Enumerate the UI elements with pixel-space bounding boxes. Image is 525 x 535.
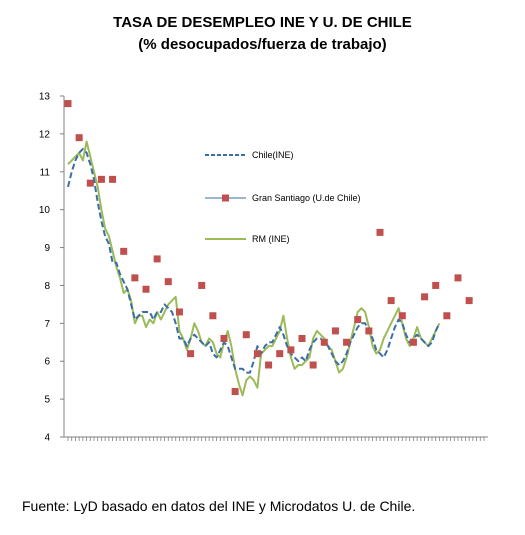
- data-point-gran-santiago: [242, 331, 250, 339]
- data-point-gran-santiago: [175, 308, 183, 316]
- data-point-gran-santiago: [398, 312, 406, 320]
- y-tick-label: 13: [39, 92, 51, 103]
- data-point-gran-santiago: [287, 346, 295, 354]
- data-point-gran-santiago: [265, 361, 273, 369]
- data-point-gran-santiago: [443, 312, 451, 320]
- data-point-gran-santiago: [298, 334, 306, 342]
- data-point-gran-santiago: [64, 100, 72, 108]
- data-point-gran-santiago: [387, 297, 395, 305]
- chart-subtitle: (% desocupados/fuerza de trabajo): [138, 36, 387, 53]
- data-point-gran-santiago: [120, 247, 128, 255]
- legend-label: Gran Santiago (U.de Chile): [252, 193, 361, 203]
- data-point-gran-santiago: [198, 281, 206, 289]
- data-point-gran-santiago: [164, 278, 172, 286]
- data-point-gran-santiago: [109, 175, 117, 183]
- y-tick-label: 10: [39, 205, 51, 216]
- data-point-gran-santiago: [276, 350, 284, 358]
- chart-axes: 4 5 6 7 8 9 10 11 12 13: [39, 92, 488, 444]
- data-point-gran-santiago: [153, 255, 161, 263]
- data-point-gran-santiago: [343, 338, 351, 346]
- y-tick-label: 8: [44, 281, 50, 292]
- legend-label: Chile(INE): [252, 150, 294, 160]
- data-point-gran-santiago: [465, 297, 473, 305]
- chart-series: [64, 100, 473, 397]
- y-tick-label: 7: [44, 319, 50, 330]
- data-point-gran-santiago: [409, 338, 417, 346]
- y-tick-label: 5: [44, 395, 50, 406]
- y-tick-label: 11: [40, 167, 51, 178]
- data-point-gran-santiago: [231, 388, 239, 396]
- data-point-gran-santiago: [421, 293, 429, 301]
- legend-swatch-marker-1: [222, 194, 229, 202]
- data-point-gran-santiago: [187, 350, 195, 358]
- legend-label: RM (INE): [252, 234, 290, 244]
- data-point-gran-santiago: [365, 327, 373, 335]
- y-tick-label: 9: [44, 243, 50, 254]
- data-point-gran-santiago: [454, 274, 462, 282]
- y-tick-label: 12: [39, 129, 51, 140]
- chart-title: TASA DE DESEMPLEO INE Y U. DE CHILE: [113, 14, 412, 31]
- y-tick-label: 4: [44, 433, 50, 444]
- data-point-gran-santiago: [209, 312, 217, 320]
- data-point-gran-santiago: [331, 327, 339, 335]
- data-point-gran-santiago: [376, 228, 384, 236]
- data-point-gran-santiago: [309, 361, 317, 369]
- y-tick-label: 6: [44, 357, 50, 368]
- data-point-gran-santiago: [220, 334, 228, 342]
- data-point-gran-santiago: [97, 175, 105, 183]
- data-point-gran-santiago: [354, 316, 362, 324]
- data-point-gran-santiago: [320, 338, 328, 346]
- data-point-gran-santiago: [75, 134, 83, 142]
- series-line-chile-ine-: [67, 148, 441, 374]
- data-point-gran-santiago: [253, 350, 261, 358]
- data-point-gran-santiago: [142, 285, 150, 293]
- source-note: Fuente: LyD basado en datos del INE y Mi…: [22, 498, 416, 514]
- chart-legend: Chile(INE) Gran Santiago (U.de Chile) RM (…: [205, 150, 361, 244]
- data-point-gran-santiago: [432, 281, 440, 289]
- data-point-gran-santiago: [86, 179, 94, 187]
- data-point-gran-santiago: [131, 274, 139, 282]
